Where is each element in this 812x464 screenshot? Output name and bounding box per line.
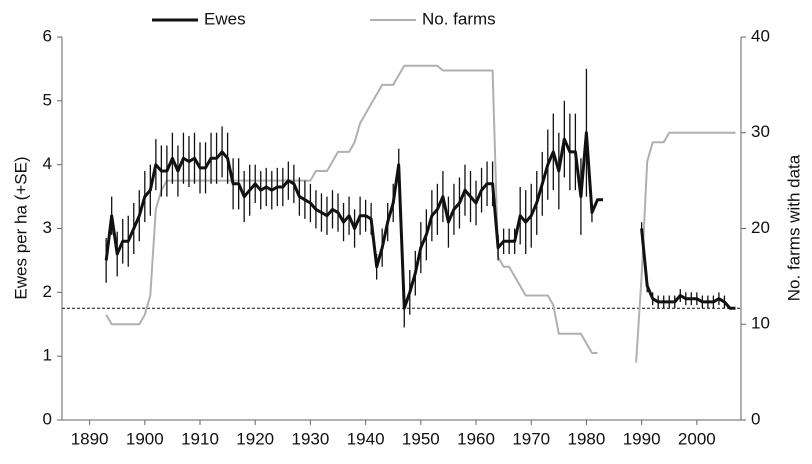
y-tick-label: 1 bbox=[43, 346, 52, 365]
y-tick-label: 0 bbox=[43, 409, 52, 428]
x-tick-label: 1900 bbox=[126, 429, 164, 448]
x-tick-label: 1910 bbox=[181, 429, 219, 448]
y-axis-label: Ewes per ha (+SE) bbox=[11, 156, 30, 299]
y-tick-label: 2 bbox=[43, 282, 52, 301]
series-line bbox=[104, 131, 736, 310]
y2-tick-label: 20 bbox=[751, 218, 770, 237]
x-tick-label: 1940 bbox=[347, 429, 385, 448]
y2-tick-label: 0 bbox=[751, 409, 760, 428]
y-tick-label: 4 bbox=[43, 154, 52, 173]
x-tick-label: 1930 bbox=[292, 429, 330, 448]
y2-axis-label: No. farms with data bbox=[784, 154, 803, 301]
series-line bbox=[105, 64, 736, 363]
x-tick-label: 1970 bbox=[512, 429, 550, 448]
x-tick-label: 1950 bbox=[402, 429, 440, 448]
y2-tick-label: 30 bbox=[751, 122, 770, 141]
x-tick-label: 2000 bbox=[678, 429, 716, 448]
x-tick-label: 1960 bbox=[457, 429, 495, 448]
y2-tick-label: 40 bbox=[751, 26, 770, 45]
x-tick-label: 1890 bbox=[71, 429, 109, 448]
y-tick-label: 3 bbox=[43, 218, 52, 237]
y-tick-label: 6 bbox=[43, 26, 52, 45]
y-tick-label: 5 bbox=[43, 90, 52, 109]
x-tick-label: 1980 bbox=[568, 429, 606, 448]
y2-tick-label: 10 bbox=[751, 314, 770, 333]
legend-label: No. farms bbox=[422, 9, 496, 28]
legend-label: Ewes bbox=[204, 9, 246, 28]
x-tick-label: 1920 bbox=[236, 429, 274, 448]
x-tick-label: 1990 bbox=[623, 429, 661, 448]
